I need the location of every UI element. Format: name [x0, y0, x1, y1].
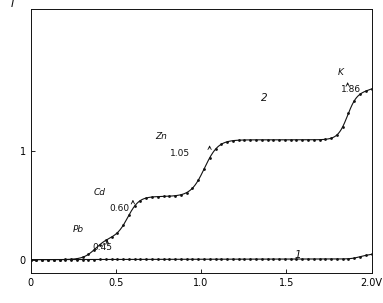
Text: 0.60: 0.60	[109, 204, 129, 213]
Text: 1: 1	[295, 250, 301, 260]
Text: K: K	[337, 68, 343, 77]
Text: 1.86: 1.86	[341, 85, 361, 94]
Text: 0.45: 0.45	[92, 243, 112, 251]
Text: 2: 2	[261, 93, 267, 103]
Text: 1.05: 1.05	[170, 149, 190, 158]
Text: Zn: Zn	[155, 132, 167, 141]
Text: Cd: Cd	[93, 188, 106, 197]
Text: Pb: Pb	[73, 225, 84, 234]
Text: I: I	[10, 0, 13, 9]
